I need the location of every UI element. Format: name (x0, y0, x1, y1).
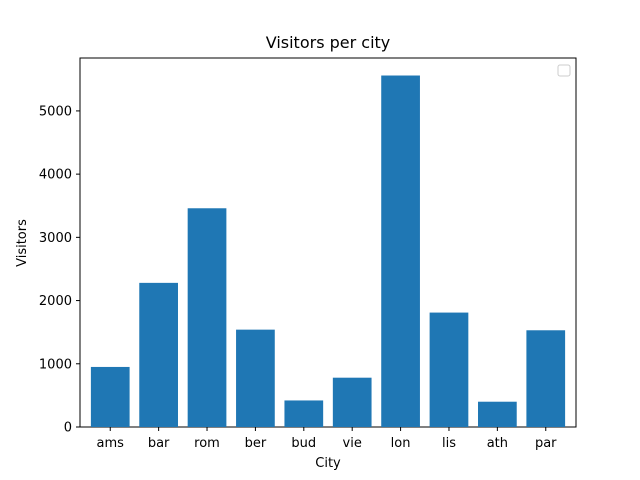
bar-bud (284, 400, 324, 427)
x-tick-label: lon (391, 436, 411, 451)
legend-box (557, 64, 571, 77)
x-axis-label: City (315, 456, 341, 471)
x-tick-label: bar (148, 436, 170, 451)
x-tick-label: rom (194, 436, 220, 451)
bar-lis (429, 312, 469, 427)
bar-ber (236, 329, 275, 427)
chart-title: Visitors per city (266, 33, 391, 52)
y-tick-label: 0 (64, 421, 72, 436)
x-tick-label: ath (487, 436, 508, 451)
bar-ams (90, 366, 130, 427)
y-axis-label: Visitors (15, 219, 30, 267)
bar-vie (332, 377, 372, 427)
x-tick-label: ams (97, 436, 125, 451)
y-axis-ticks: 0 1000 2000 3000 4000 5000 (39, 104, 80, 436)
x-tick-label: lis (442, 436, 456, 451)
bar-bar (139, 282, 178, 427)
y-tick-label: 2000 (39, 294, 72, 309)
x-tick-label: ber (245, 436, 267, 451)
y-tick-label: 3000 (39, 231, 72, 246)
y-tick-label: 4000 (39, 168, 72, 183)
axes-frame (79, 57, 577, 428)
bar-rom (187, 208, 227, 427)
bar-ath (478, 401, 517, 427)
y-tick-label: 1000 (39, 357, 72, 372)
plot-area (79, 57, 577, 428)
x-tick-label: vie (343, 436, 362, 451)
x-tick-label: par (535, 436, 557, 451)
x-tick-label: bud (291, 436, 316, 451)
bar-par (526, 330, 566, 427)
y-tick-label: 5000 (39, 104, 72, 119)
bar-lon (381, 75, 420, 427)
bars-group (90, 75, 566, 427)
x-axis-ticks: ams bar rom ber bud vie lon lis ath par (97, 427, 557, 451)
